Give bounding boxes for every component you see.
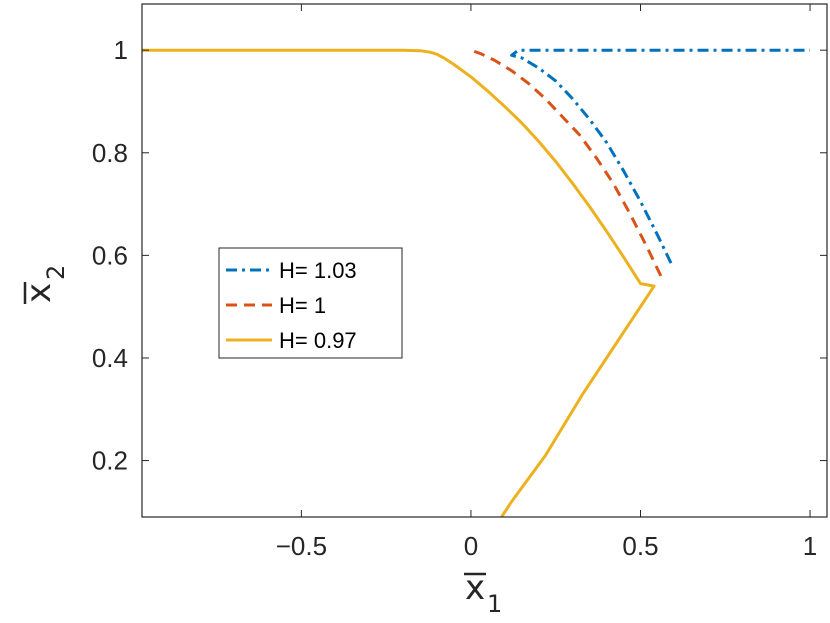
series-line-3: [142, 48, 656, 517]
plot-frame: [141, 3, 828, 518]
series-line-1: [510, 48, 810, 264]
y-tick-label: 0.4: [92, 343, 128, 373]
y-tick-label: 1: [114, 35, 128, 65]
legend: H= 1.03 H= 1 H= 0.97: [218, 247, 403, 359]
x-axis-label-subscript: 1: [487, 590, 502, 618]
tick-labels-layer: −0.5 0 0.5 1 0.2 0.4 0.6 0.8 1: [92, 35, 817, 561]
x-tick-label: 0: [464, 531, 478, 561]
x-tick-label: 1: [803, 531, 817, 561]
ticks-layer: [142, 4, 827, 517]
y-tick-label: 0.2: [92, 446, 128, 476]
x-axis-label: x: [465, 568, 485, 608]
y-axis-label: x: [19, 283, 59, 303]
legend-label-2: H= 1: [279, 293, 326, 318]
y-tick-label: 0.6: [92, 240, 128, 270]
legend-label-3: H= 0.97: [279, 328, 357, 353]
legend-label-1: H= 1.03: [279, 258, 357, 283]
x-tick-label: 0.5: [622, 531, 658, 561]
series-layer: [142, 48, 810, 517]
y-tick-label: 0.8: [92, 138, 128, 168]
y-axis-label-subscript: 2: [42, 265, 70, 280]
series-line-2: [470, 48, 663, 277]
x-tick-label: −0.5: [276, 531, 327, 561]
